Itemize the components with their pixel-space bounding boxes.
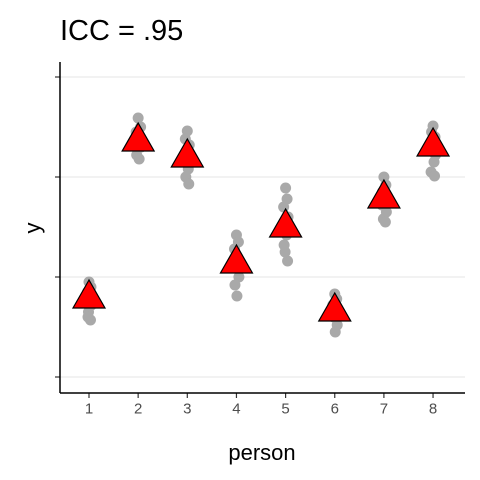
y-axis-title: y: [20, 223, 45, 234]
x-tick-label: 3: [183, 400, 191, 417]
point: [183, 178, 195, 190]
chart-title: ICC = .95: [60, 15, 183, 47]
mean-marker: [268, 207, 303, 238]
point: [229, 279, 241, 291]
mean-marker: [219, 243, 254, 274]
x-tick-label: 4: [232, 400, 240, 417]
point: [280, 182, 292, 194]
mean-marker: [71, 278, 107, 309]
point: [279, 246, 291, 258]
point: [231, 290, 243, 302]
mean-marker: [317, 291, 352, 322]
x-tick-label: 2: [134, 400, 142, 417]
x-axis-title: person: [228, 440, 295, 465]
point: [82, 311, 94, 323]
x-tick-label: 7: [380, 400, 388, 417]
mean-marker: [366, 178, 401, 209]
mean-marker: [121, 121, 156, 152]
point: [429, 170, 441, 182]
x-tick-label: 6: [331, 400, 339, 417]
mean-marker: [416, 126, 451, 157]
x-tick-label: 1: [85, 400, 93, 417]
point: [329, 326, 341, 338]
point: [278, 201, 290, 213]
point: [282, 255, 294, 267]
point: [428, 156, 440, 168]
x-tick-label: 5: [281, 400, 289, 417]
point: [133, 153, 145, 165]
point: [132, 112, 144, 124]
mean-marker: [170, 137, 205, 168]
point: [379, 216, 391, 228]
x-tick-label: 8: [429, 400, 437, 417]
